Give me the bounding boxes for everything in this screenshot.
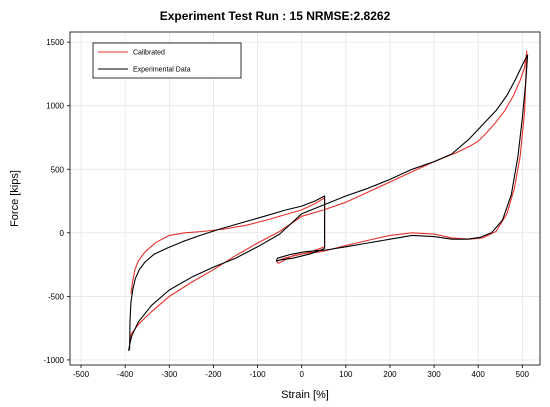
series-line-experimental-data: [128, 54, 529, 352]
grid: [70, 32, 540, 365]
y-tick-label: 500: [51, 165, 65, 174]
legend-box: [92, 42, 242, 79]
x-tick-label: -500: [73, 370, 90, 379]
y-tick-label: 1000: [46, 102, 64, 111]
x-tick-label: -400: [117, 370, 134, 379]
chart-title: Experiment Test Run : 15 NRMSE:2.8262: [160, 9, 391, 23]
x-axis-label: Strain [%]: [281, 389, 329, 401]
x-tick-label: -300: [161, 370, 178, 379]
y-tick-label: 0: [60, 229, 65, 238]
x-tick-label: 200: [383, 370, 397, 379]
ticks: -500 -400 -300 -200 -100 0 100 200 300 400 500-100…: [44, 38, 530, 379]
y-tick-label: 1500: [46, 38, 64, 47]
x-tick-label: 400: [472, 370, 486, 379]
y-tick-label: -500: [48, 292, 65, 301]
legend-label-experimental-data: Experimental Data: [133, 67, 191, 74]
plot-frame: [69, 31, 541, 366]
x-tick-label: -100: [250, 370, 267, 379]
x-tick-label: 0: [299, 370, 304, 379]
y-tick-label: -1000: [44, 356, 65, 365]
x-tick-label: 300: [427, 370, 441, 379]
legend-label-calibrated: Calibrated: [133, 50, 165, 57]
series-line-calibrated: [129, 50, 528, 345]
y-axis-label: Force [kips]: [9, 170, 21, 227]
series-layer: [128, 50, 529, 352]
legend: Calibrated Experimental Data: [92, 42, 242, 79]
x-tick-label: -200: [205, 370, 222, 379]
x-tick-label: 100: [339, 370, 353, 379]
x-tick-label: 500: [516, 370, 530, 379]
